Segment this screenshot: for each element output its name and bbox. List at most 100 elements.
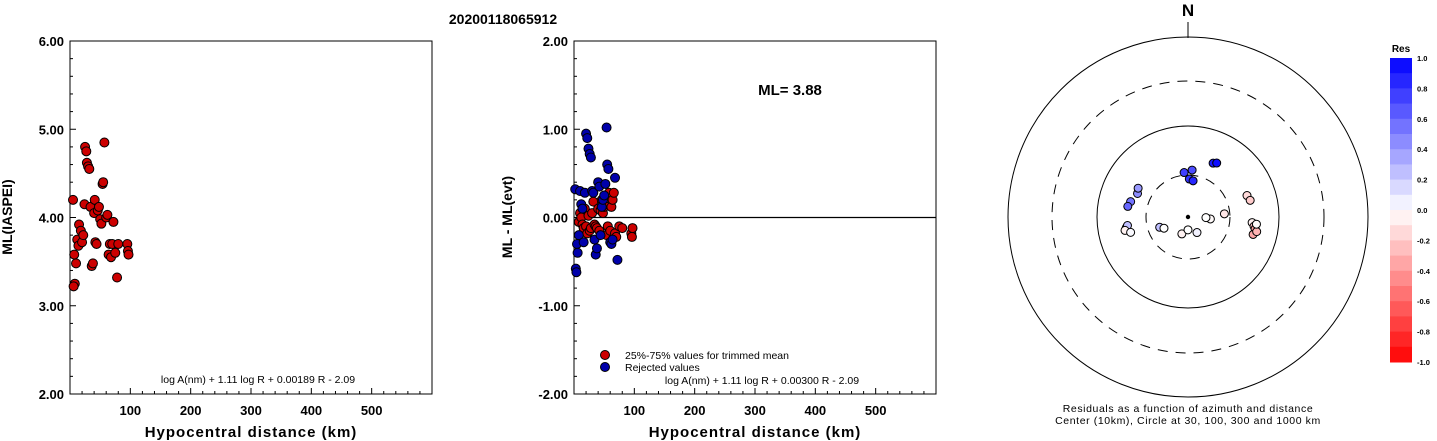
station-point: [1188, 176, 1198, 186]
colorbar-cell: [1390, 164, 1412, 181]
ring-1000km: [1007, 36, 1369, 398]
colorbar-cell: [1390, 240, 1412, 257]
x-tick-label: 400: [804, 403, 826, 418]
data-point: [123, 249, 134, 260]
data-point: [612, 254, 623, 265]
data-point: [573, 230, 584, 241]
data-point: [571, 267, 582, 278]
data-point: [98, 177, 109, 188]
x-tick-label: 500: [865, 403, 887, 418]
station-point: [1126, 227, 1136, 237]
data-point: [68, 281, 79, 292]
epicenter-marker: [1185, 214, 1191, 220]
legend-label-trimmed: 25%-75% values for trimmed mean: [625, 350, 789, 362]
y-tick-label: 5.00: [39, 122, 64, 137]
station-point: [1252, 227, 1262, 237]
x-tick-label: 300: [744, 403, 766, 418]
colorbar-cell: [1390, 179, 1412, 196]
y-tick-label: 2.00: [543, 34, 568, 49]
y-tick-label: 1.00: [543, 122, 568, 137]
data-point: [603, 163, 614, 174]
station-point: [1123, 201, 1133, 211]
data-point: [595, 230, 606, 241]
ring-30km: [1145, 174, 1231, 260]
data-point: [627, 223, 638, 234]
data-point: [582, 133, 593, 144]
polar-caption-1: Residuals as a function of azimuth and d…: [1063, 403, 1314, 415]
y-tick-label: 2.00: [39, 387, 64, 402]
colorbar-tick-label: -0.8: [1417, 328, 1430, 337]
data-point: [572, 247, 583, 258]
page-title: 20200118065912: [449, 11, 557, 27]
colorbar-cell: [1390, 346, 1412, 363]
data-point: [87, 258, 98, 269]
data-point: [577, 203, 588, 214]
legend-label-rejected: Rejected values: [625, 362, 700, 374]
colorbar-cells: [1390, 58, 1412, 363]
plot2-formula: log A(nm) + 1.11 log R + 0.00300 R - 2.0…: [665, 375, 859, 387]
data-point: [113, 238, 124, 249]
data-point: [81, 146, 92, 157]
plot2-y-ticks: -2.00 -1.00 0.00 1.00 2.00: [538, 34, 580, 402]
data-point: [591, 243, 602, 254]
ml-vs-distance-chart: 100 200 300 400 500 2.00 3.00 4.00 5.00 6.00 log…: [0, 34, 433, 441]
x-tick-label: 400: [300, 403, 322, 418]
colorbar-tick-label: -0.6: [1417, 297, 1430, 306]
colorbar-cell: [1390, 73, 1412, 89]
data-point: [69, 249, 80, 260]
plot2-x-ticks: 100 200 300 400 500: [585, 388, 925, 418]
data-point: [110, 247, 121, 258]
ring-300km: [1051, 80, 1325, 354]
colorbar-cell: [1390, 194, 1412, 211]
data-point: [626, 231, 637, 242]
colorbar-cell: [1390, 88, 1412, 105]
colorbar-tick-label: -0.2: [1417, 236, 1430, 245]
data-point: [617, 223, 628, 234]
station-point: [1251, 219, 1261, 229]
y-tick-label: 3.00: [39, 299, 64, 314]
colorbar-cell: [1390, 270, 1412, 287]
data-point: [78, 230, 89, 241]
station-point: [1212, 158, 1222, 168]
colorbar-tick-label: -1.0: [1417, 358, 1430, 367]
distance-rings: [1007, 36, 1369, 398]
plot2-legend: 25%-75% values for trimmed mean Rejected…: [600, 350, 789, 374]
ml-annotation: ML= 3.88: [758, 82, 822, 99]
station-point: [1133, 183, 1143, 193]
station-points: [1120, 158, 1262, 239]
colorbar-cell: [1390, 225, 1412, 241]
x-tick-label: 100: [119, 403, 141, 418]
polar-caption-2: Center (10km), Circle at 30, 100, 300 an…: [1055, 415, 1321, 427]
colorbar-cell: [1390, 58, 1412, 74]
plot2-y-label: ML - ML(evt): [499, 176, 515, 258]
station-point: [1177, 229, 1187, 239]
x-tick-label: 200: [180, 403, 202, 418]
data-point: [601, 122, 612, 133]
data-point: [99, 137, 110, 148]
data-point: [585, 152, 596, 163]
station-point: [1179, 168, 1189, 178]
data-point: [578, 237, 589, 248]
colorbar-ticks: 1.0 0.8 0.6 0.4 0.2 0.0 -0.2 -0.4 -0.6 -0.8 -1.0: [1417, 54, 1431, 367]
data-point: [91, 238, 102, 249]
data-point: [610, 172, 621, 183]
colorbar-cell: [1390, 286, 1412, 302]
data-point: [71, 258, 82, 269]
station-point: [1201, 213, 1211, 223]
ring-100km: [1096, 125, 1280, 309]
legend-marker-rejected: [600, 362, 610, 372]
colorbar-title: Res: [1392, 44, 1411, 55]
plot1-formula: log A(nm) + 1.11 log R + 0.00189 R - 2.0…: [161, 374, 355, 386]
north-label: N: [1182, 1, 1194, 20]
y-tick-label: -2.00: [538, 387, 568, 402]
colorbar-cell: [1390, 331, 1412, 348]
x-tick-label: 300: [240, 403, 262, 418]
data-point: [607, 234, 618, 245]
colorbar-cell: [1390, 134, 1412, 150]
colorbar-cell: [1390, 103, 1412, 120]
data-point: [68, 194, 79, 205]
station-point: [1245, 195, 1255, 205]
y-tick-label: 4.00: [39, 211, 64, 226]
colorbar-tick-label: 1.0: [1417, 54, 1427, 63]
